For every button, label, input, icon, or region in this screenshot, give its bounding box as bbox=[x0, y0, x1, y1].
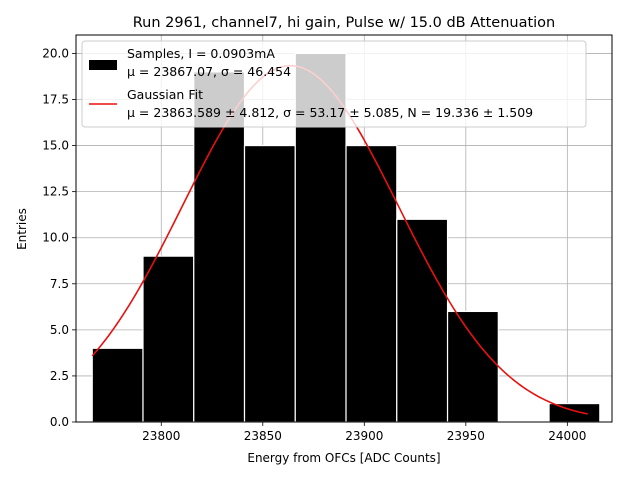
legend-box bbox=[81, 40, 587, 128]
histogram-bar bbox=[91, 347, 144, 423]
plot-frame bbox=[75, 34, 613, 423]
legend-label-fit: Gaussian Fit bbox=[127, 87, 203, 102]
y-ticks: 0.0 2.5 5.0 7.5 10.0 12.5 15.0 17.5 20.0 bbox=[42, 46, 76, 429]
y-tick-label: 7.5 bbox=[50, 277, 69, 291]
y-tick-label: 5.0 bbox=[50, 323, 69, 337]
histogram-bar bbox=[446, 310, 499, 423]
x-tick-label: 23900 bbox=[345, 429, 383, 443]
histogram-bar bbox=[345, 144, 398, 423]
y-tick-label: 0.0 bbox=[50, 415, 69, 429]
y-tick-label: 17.5 bbox=[42, 93, 69, 107]
chart-title: Run 2961, channel7, hi gain, Pulse w/ 15… bbox=[133, 15, 556, 31]
x-tick-label: 24000 bbox=[548, 429, 586, 443]
x-tick-label: 23950 bbox=[447, 429, 485, 443]
histogram-bar bbox=[548, 402, 601, 423]
x-axis-label: Energy from OFCs [ADC Counts] bbox=[247, 451, 440, 465]
x-tick-label: 23800 bbox=[142, 429, 180, 443]
histogram-bar bbox=[193, 71, 246, 423]
legend-label-samples-stats: μ = 23867.07, σ = 46.454 bbox=[127, 64, 291, 79]
x-ticks: 23800 23850 23900 23950 24000 bbox=[142, 422, 586, 443]
histogram-bar bbox=[142, 255, 195, 423]
histogram-bar bbox=[396, 218, 449, 423]
y-tick-label: 20.0 bbox=[42, 46, 69, 60]
legend-label-fit-stats: μ = 23863.589 ± 4.812, σ = 53.17 ± 5.085… bbox=[127, 105, 533, 120]
y-tick-label: 10.0 bbox=[42, 231, 69, 245]
legend-label-samples: Samples, I = 0.0903mA bbox=[127, 46, 275, 61]
y-axis-label: Entries bbox=[15, 208, 29, 250]
y-tick-label: 2.5 bbox=[50, 369, 69, 383]
legend-swatch-samples bbox=[89, 60, 117, 70]
histogram-bar bbox=[243, 144, 296, 423]
y-tick-label: 12.5 bbox=[42, 185, 69, 199]
legend: Samples, I = 0.0903mA μ = 23867.07, σ = … bbox=[81, 40, 587, 128]
y-tick-label: 15.0 bbox=[42, 139, 69, 153]
x-tick-label: 23850 bbox=[244, 429, 282, 443]
